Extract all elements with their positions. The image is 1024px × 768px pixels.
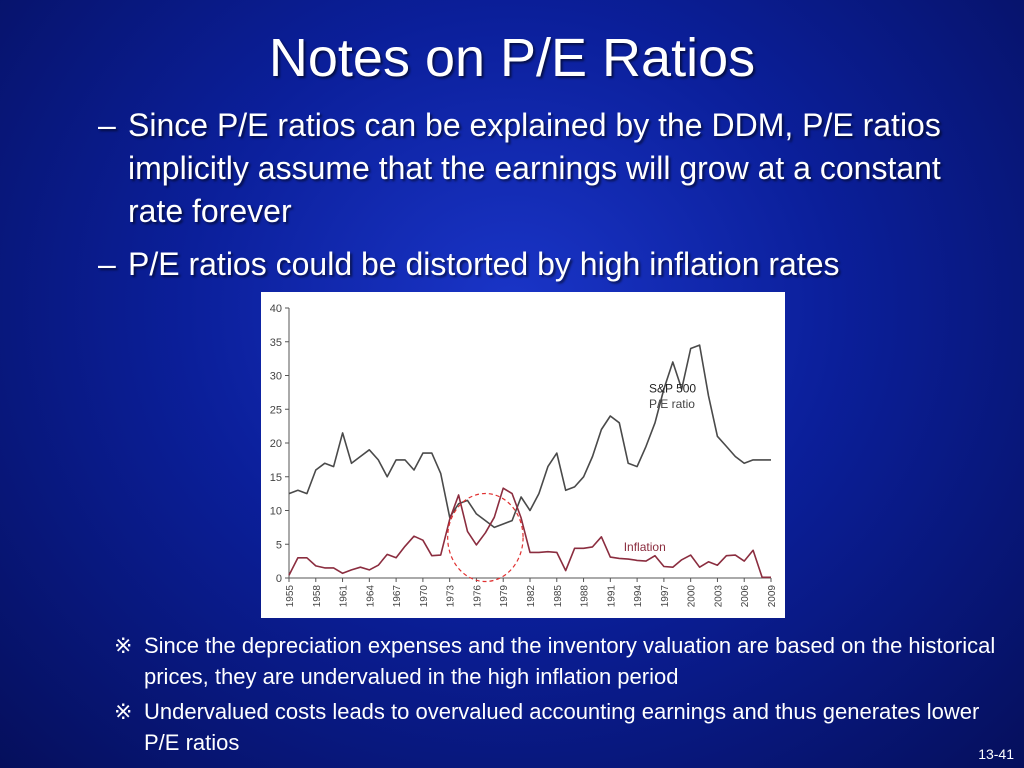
x-tick-label: 1979	[499, 585, 510, 608]
note-mark: ※	[114, 633, 133, 658]
y-tick-label: 15	[270, 472, 282, 484]
bullet-list: – Since P/E ratios can be explained by t…	[98, 104, 998, 296]
note-text: Since the depreciation expenses and the …	[144, 633, 996, 689]
y-tick-label: 20	[270, 438, 282, 450]
y-tick-label: 25	[270, 404, 282, 416]
y-tick-label: 35	[270, 337, 282, 349]
x-tick-label: 1964	[365, 585, 376, 608]
pe-inflation-chart: 0 5 10 15 20 25 30 35 40 1955 1958 1961 1964 1967 1970…	[261, 292, 785, 618]
inflation-label: Inflation	[624, 540, 666, 554]
chart-svg: 0 5 10 15 20 25 30 35 40 1955 1958 1961 1964 1967 1970…	[270, 303, 778, 608]
x-tick-label: 2000	[687, 585, 698, 608]
bullet-item: – Since P/E ratios can be explained by t…	[98, 104, 998, 233]
x-tick-label: 1994	[633, 585, 644, 608]
slide-title: Notes on P/E Ratios	[268, 28, 756, 88]
y-tick-label: 30	[270, 371, 282, 383]
x-tick-label: 2003	[713, 585, 724, 608]
y-tick-label: 10	[270, 506, 282, 518]
x-tick-label: 1955	[285, 585, 296, 608]
note-item: ※ Since the depreciation expenses and th…	[114, 630, 1004, 692]
x-tick-label: 1958	[312, 585, 323, 608]
y-tick-label: 40	[270, 303, 282, 315]
inflation-series-line	[288, 487, 771, 579]
x-tick-label: 2006	[740, 585, 751, 608]
x-tick-label: 1976	[472, 585, 483, 608]
x-tick-label: 1970	[419, 585, 430, 608]
pe-ratio-series-line	[288, 344, 771, 529]
x-tick-label: 1982	[526, 585, 537, 608]
x-tick-label: 1997	[660, 585, 671, 608]
note-text: Undervalued costs leads to overvalued ac…	[144, 699, 980, 755]
bullet-dash: –	[98, 246, 116, 282]
x-tick-label: 1967	[392, 585, 403, 608]
sp500-label: S&P 500	[649, 381, 696, 395]
x-tick-label: 1991	[606, 585, 617, 608]
bullet-dash: –	[98, 107, 116, 143]
y-tick-label: 0	[276, 573, 282, 585]
x-tick-label: 2009	[767, 585, 778, 608]
x-tick-label: 1985	[553, 585, 564, 608]
bullet-text: P/E ratios could be distorted by high in…	[128, 246, 840, 282]
pe-ratio-label: P/E ratio	[649, 397, 695, 411]
x-tick-label: 1961	[339, 585, 350, 608]
page-number: 13-41	[978, 746, 1014, 762]
bullet-item: – P/E ratios could be distorted by high …	[98, 243, 998, 286]
note-mark: ※	[114, 699, 133, 724]
note-item: ※ Undervalued costs leads to overvalued …	[114, 696, 1004, 758]
bullet-text: Since P/E ratios can be explained by the…	[128, 107, 941, 229]
highlight-ellipse	[447, 492, 524, 583]
x-tick-label: 1973	[446, 585, 457, 608]
x-tick-label: 1988	[580, 585, 591, 608]
y-tick-label: 5	[276, 539, 282, 551]
notes-list: ※ Since the depreciation expenses and th…	[114, 630, 1004, 762]
